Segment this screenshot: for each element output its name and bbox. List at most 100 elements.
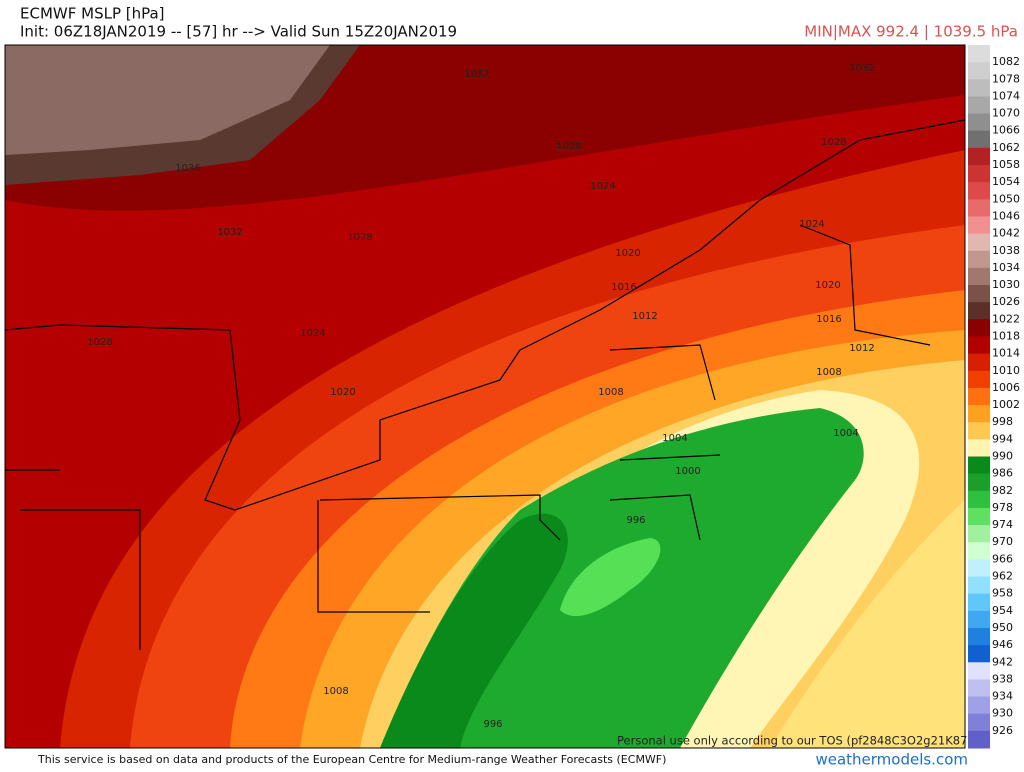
- colorbar-cell: [968, 387, 990, 406]
- colorbar-label: 998: [992, 415, 1013, 428]
- contour-label: 1012: [849, 343, 874, 354]
- colorbar-cell: [968, 336, 990, 355]
- colorbar-cell: [968, 199, 990, 217]
- colorbar-label: 1062: [992, 141, 1020, 154]
- colorbar-cell: [968, 130, 990, 149]
- colorbar-cell: [968, 267, 990, 286]
- contour-label: 1028: [556, 141, 581, 152]
- colorbar-cell: [968, 62, 990, 80]
- colorbar-label: 978: [992, 501, 1013, 514]
- colorbar-label: 958: [992, 587, 1013, 600]
- colorbar-label: 1058: [992, 158, 1020, 171]
- colorbar-label: 994: [992, 432, 1013, 445]
- colorbar-label: 950: [992, 621, 1013, 634]
- contour-label: 1028: [347, 232, 372, 243]
- contour-label: 1036: [175, 163, 200, 174]
- init-line: Init: 06Z18JAN2019 -- [57] hr --> Valid …: [20, 23, 457, 41]
- colorbar-label: 1066: [992, 124, 1020, 137]
- contour-label: 1024: [300, 328, 325, 339]
- contour-label: 1016: [611, 282, 636, 293]
- colorbar-cell: [968, 542, 990, 560]
- contour-label: 1024: [799, 219, 824, 230]
- contour-label: 1028: [87, 337, 112, 348]
- contour-label: 1032: [464, 69, 489, 80]
- contour-label: 1012: [632, 311, 657, 322]
- colorbar: 1082 1078 1074 1070 1066 1062 1058 1054 1050 1046…: [968, 45, 1020, 749]
- colorbar-cell: [968, 216, 990, 235]
- colorbar-cell: [968, 370, 990, 389]
- site-link[interactable]: weathermodels.com: [815, 751, 968, 769]
- colorbar-cell: [968, 113, 990, 132]
- colorbar-label: 1082: [992, 55, 1020, 68]
- colorbar-label: 986: [992, 467, 1013, 480]
- contour-label: 1020: [330, 387, 355, 398]
- colorbar-label: 1078: [992, 72, 1020, 85]
- colorbar-cell: [968, 147, 990, 166]
- colorbar-cell: [968, 319, 990, 337]
- low-band: [380, 513, 568, 748]
- colorbar-label: 1022: [992, 312, 1020, 325]
- contour-label: 1032: [217, 227, 242, 238]
- colorbar-cell: [968, 233, 990, 252]
- colorbar-cell: [968, 696, 990, 715]
- contour-label: 1004: [662, 433, 687, 444]
- colorbar-label: 1006: [992, 381, 1020, 394]
- colorbar-label: 974: [992, 518, 1013, 531]
- colorbar-label: 1030: [992, 278, 1020, 291]
- contour-label: 1008: [816, 367, 841, 378]
- colorbar-cell: [968, 165, 990, 183]
- contour-label: 1016: [816, 314, 841, 325]
- colorbar-cell: [968, 182, 990, 200]
- colorbar-cell: [968, 559, 990, 578]
- colorbar-label: 1050: [992, 192, 1020, 205]
- colorbar-cell: [968, 285, 990, 303]
- contour-label: 1008: [323, 686, 348, 697]
- colorbar-label: 1034: [992, 261, 1020, 274]
- colorbar-label: 990: [992, 450, 1013, 463]
- colorbar-label: 1038: [992, 244, 1020, 257]
- border: [317, 494, 561, 613]
- map-frame: [4, 44, 966, 749]
- colorbar-cell: [968, 45, 990, 63]
- colorbar-cell: [968, 593, 990, 612]
- colorbar-label: 1014: [992, 347, 1020, 360]
- contour-label: 1004: [833, 428, 858, 439]
- colorbar-label: 1010: [992, 364, 1020, 377]
- band: [5, 45, 330, 155]
- colorbar-cell: [968, 645, 990, 663]
- colorbar-label: 1018: [992, 329, 1020, 342]
- colorbar-cell: [968, 353, 990, 372]
- map: Personal use only according to our TOS (…: [4, 44, 979, 749]
- colorbar-cell: [968, 302, 990, 320]
- colorbar-label: 966: [992, 552, 1013, 565]
- colorbar-label: 942: [992, 655, 1013, 668]
- contour-label: 1008: [598, 387, 623, 398]
- colorbar-label: 1046: [992, 209, 1020, 222]
- colorbar-label: 926: [992, 724, 1013, 737]
- colorbar-label: 1070: [992, 107, 1020, 120]
- contour-label: 996: [483, 719, 502, 730]
- colorbar-label: 962: [992, 570, 1013, 583]
- colorbar-cell: [968, 525, 990, 543]
- contour-label: 1000: [675, 466, 700, 477]
- colorbar-cell: [968, 730, 990, 749]
- colorbar-cell: [968, 79, 990, 97]
- colorbar-cell: [968, 96, 990, 115]
- colorbar-cell: [968, 422, 990, 440]
- colorbar-label: 930: [992, 707, 1013, 720]
- contour-label: 1032: [849, 63, 874, 74]
- watermark: Personal use only according to our TOS (…: [617, 734, 979, 748]
- colorbar-label: 1074: [992, 89, 1020, 102]
- min-max: MIN|MAX 992.4 | 1039.5 hPa: [804, 23, 1018, 41]
- colorbar-cell: [968, 610, 990, 629]
- colorbar-cell: [968, 576, 990, 595]
- colorbar-label: 1026: [992, 295, 1020, 308]
- colorbar-label: 954: [992, 604, 1013, 617]
- disclaimer: This service is based on data and produc…: [37, 753, 666, 766]
- band: [770, 500, 965, 748]
- colorbar-label: 970: [992, 535, 1013, 548]
- colorbar-cell: [968, 250, 990, 269]
- title: ECMWF MSLP [hPa]: [20, 5, 165, 23]
- colorbar-label: 946: [992, 638, 1013, 651]
